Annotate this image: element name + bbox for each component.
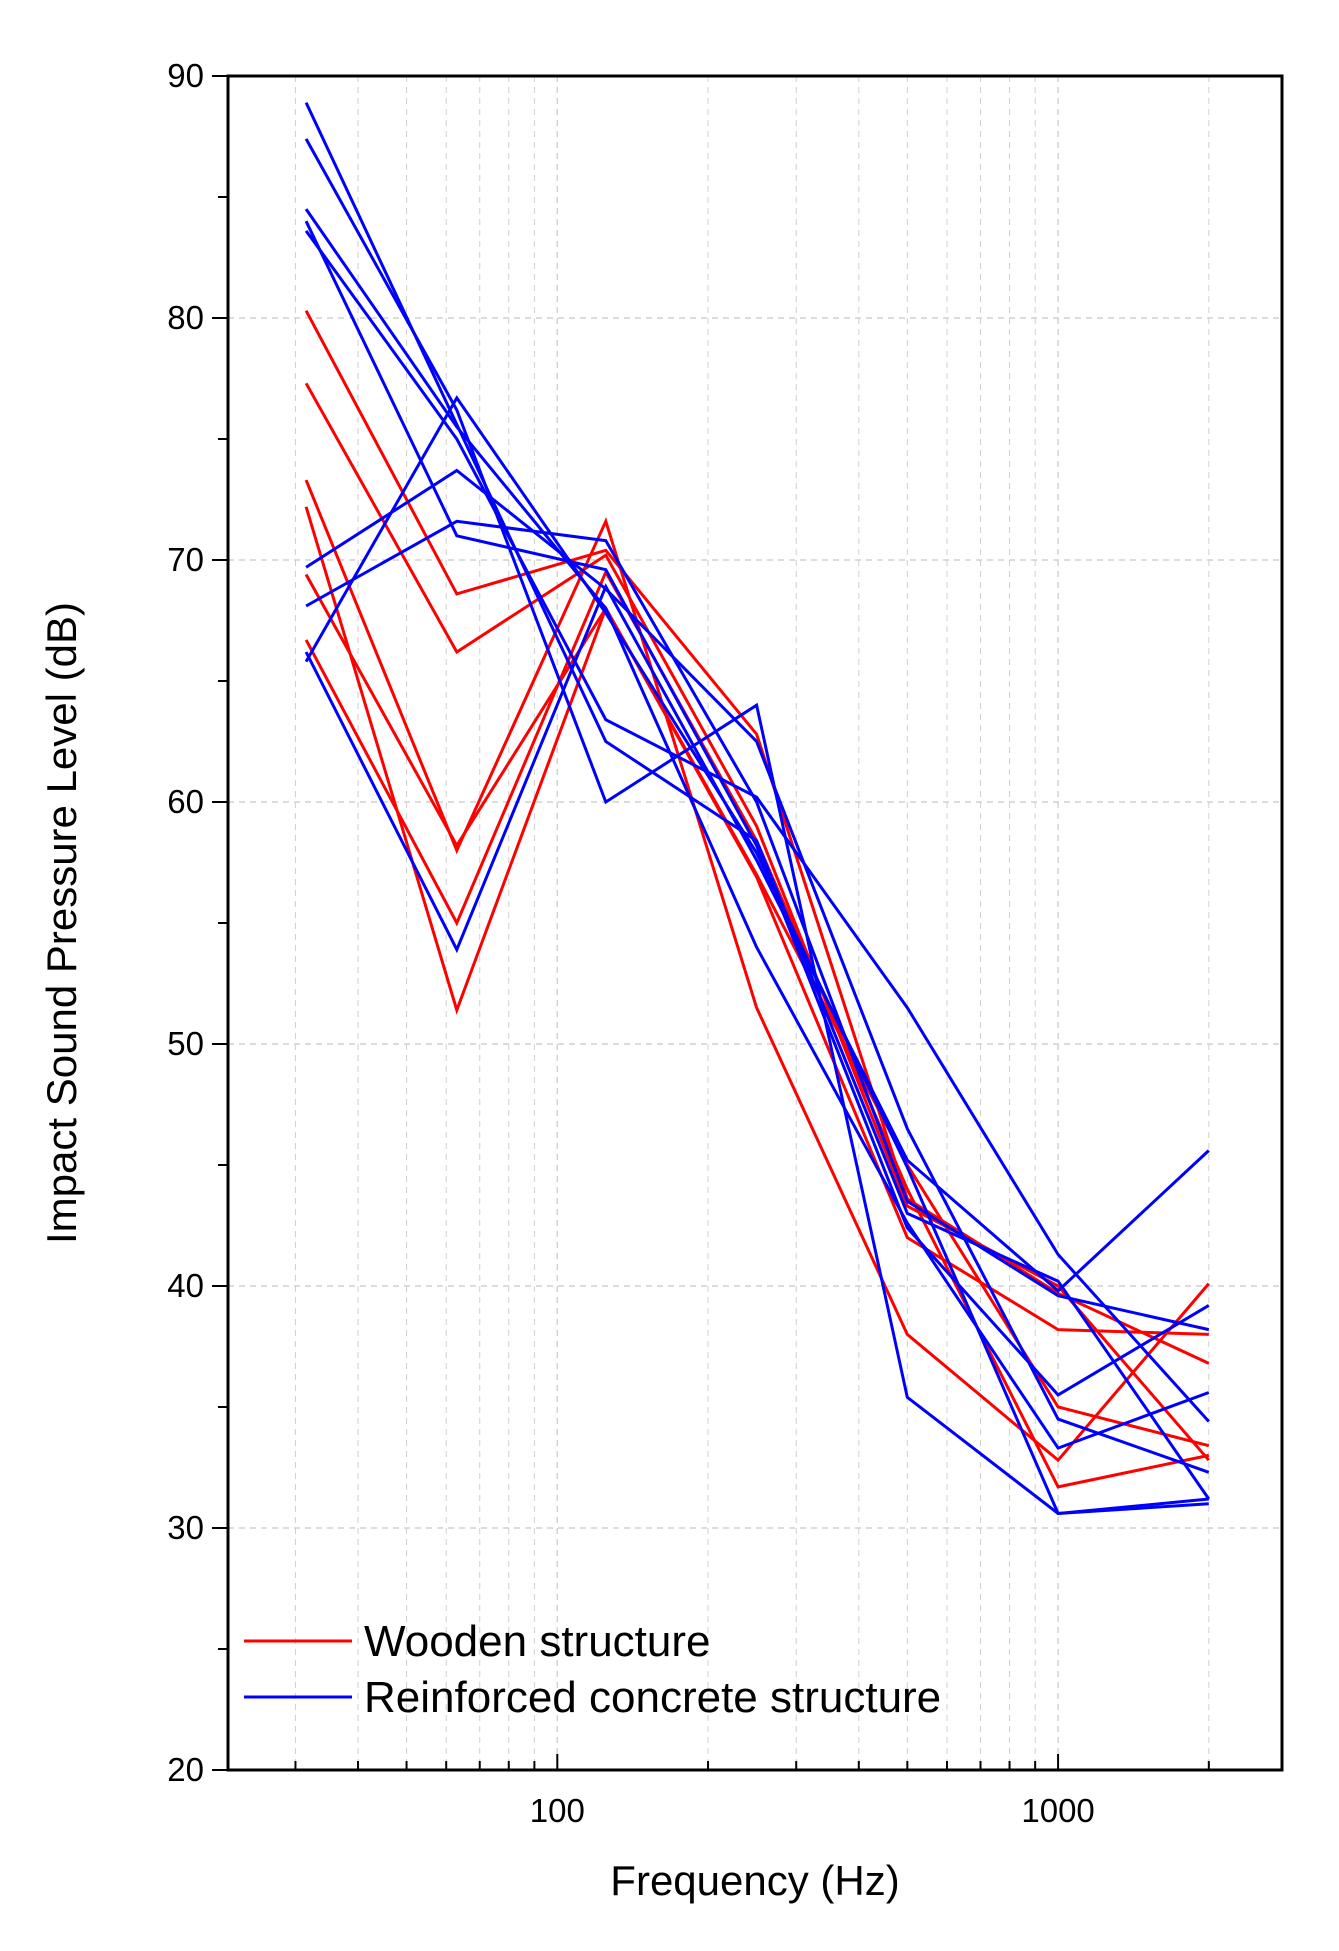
plot-frame (226, 74, 1284, 1772)
x-axis-title: Frequency (Hz) (610, 1857, 899, 1904)
series-line-wooden-2 (304, 382, 1210, 1462)
y-tick-label: 80 (167, 299, 204, 336)
series-line-concrete-6 (305, 468, 1210, 1474)
legend-label-concrete: Reinforced concrete structure (364, 1673, 941, 1722)
grid-lines (228, 76, 1282, 1770)
legend: Wooden structure Reinforced concrete str… (244, 1617, 941, 1722)
series-line-concrete-3 (304, 208, 1210, 1450)
series-line-wooden-3 (304, 479, 1210, 1463)
series-line-concrete-8 (304, 583, 1210, 1293)
y-tick-label: 40 (167, 1267, 204, 1304)
data-series (304, 101, 1211, 1516)
series-line-concrete-9 (304, 395, 1209, 1516)
y-tick-label: 20 (167, 1751, 204, 1788)
y-axis-title: Impact Sound Pressure Level (dB) (38, 602, 85, 1244)
axis-ticks: 100 1000 20 30 40 50 60 70 80 90 (167, 57, 1210, 1829)
y-tick-label: 50 (167, 1025, 204, 1062)
y-tick-label: 70 (167, 541, 204, 578)
series-line-wooden-1 (304, 309, 1210, 1365)
y-tick-label: 30 (167, 1509, 204, 1546)
y-tick-label: 90 (167, 57, 204, 94)
x-tick-label: 100 (530, 1792, 585, 1829)
series-line-wooden-5 (304, 573, 1210, 1448)
y-tick-label: 60 (167, 783, 204, 820)
legend-label-wooden: Wooden structure (364, 1617, 710, 1666)
x-tick-label: 1000 (1021, 1792, 1094, 1829)
series-line-concrete-5 (304, 230, 1210, 1423)
series-line-concrete-4 (304, 220, 1210, 1397)
series-line-concrete-7 (305, 519, 1210, 1332)
